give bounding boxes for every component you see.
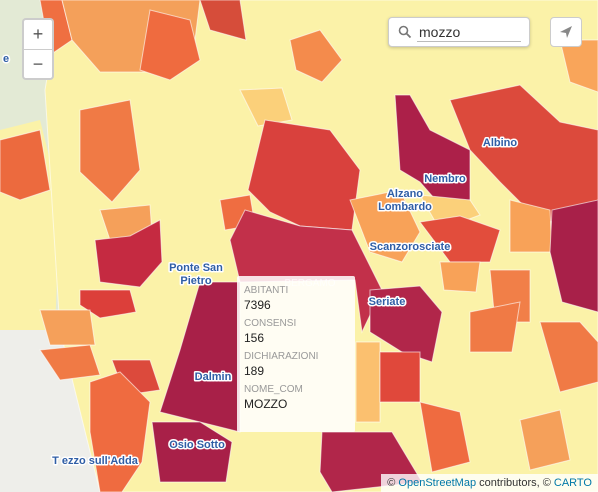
municipality xyxy=(349,189,421,263)
tooltip-value: 189 xyxy=(244,364,265,378)
municipality xyxy=(0,129,51,201)
tooltip-value: 7396 xyxy=(244,298,271,312)
search-icon xyxy=(398,25,412,39)
search-box[interactable]: mozzo xyxy=(388,17,530,47)
locate-button[interactable] xyxy=(550,17,582,47)
municipality xyxy=(89,371,151,492)
municipality xyxy=(39,309,96,346)
municipality xyxy=(94,219,163,288)
place-label-line: e xyxy=(3,53,9,65)
place-label-line: Seriate xyxy=(369,296,406,308)
place-label-line: Dalmin xyxy=(195,371,232,383)
place-label: Albino xyxy=(483,137,517,149)
place-label-line: Alzano xyxy=(387,188,423,200)
place-label-line: Pietro xyxy=(180,275,211,287)
municipality xyxy=(229,209,383,334)
municipality xyxy=(139,9,201,81)
municipality xyxy=(369,285,443,363)
municipality xyxy=(539,321,598,393)
municipality xyxy=(449,84,598,223)
place-label-line: Scanzorosciate xyxy=(370,241,451,253)
municipality xyxy=(419,215,501,263)
municipality xyxy=(239,87,293,127)
tooltip-field: NOME_COM xyxy=(244,384,303,395)
place-label: Nembro xyxy=(424,173,466,185)
zoom-control: + − xyxy=(22,18,54,80)
municipality xyxy=(355,341,381,423)
municipality xyxy=(151,421,233,483)
municipality xyxy=(79,289,137,319)
municipality xyxy=(79,99,141,203)
zoom-in[interactable]: + xyxy=(24,20,52,50)
zoom-out[interactable]: − xyxy=(32,54,44,74)
tooltip: ABITANTI 7396 CONSENSI 156 DICHIARAZIONI 189 N… xyxy=(237,276,355,432)
place-label: Scanzorosciate xyxy=(370,241,451,253)
municipality xyxy=(439,261,481,293)
place-label-line: T ezzo sull'Adda xyxy=(52,455,139,467)
municipality xyxy=(469,301,521,353)
place-label-line: Albino xyxy=(483,137,517,149)
place-label: Alzano Lombardo xyxy=(378,188,432,213)
place-label-line: Osio Sotto xyxy=(169,439,225,451)
place-label-line: Nembro xyxy=(424,173,466,185)
municipality xyxy=(289,29,343,83)
attribution: © OpenStreetMap contributors, © CARTO xyxy=(381,474,598,492)
municipality xyxy=(39,344,101,381)
tooltip-field: ABITANTI xyxy=(244,285,289,296)
carto-link[interactable]: CARTO xyxy=(553,477,592,489)
tooltip-field: CONSENSI xyxy=(244,318,297,329)
municipality xyxy=(549,199,598,313)
attr-text: © xyxy=(387,477,399,489)
municipality xyxy=(519,409,571,471)
place-label: Seriate xyxy=(369,296,406,308)
search-text: mozzo xyxy=(419,24,461,40)
municipality xyxy=(419,401,471,473)
place-label: T ezzo sull'Adda xyxy=(52,455,139,467)
locate-icon xyxy=(560,26,572,38)
tooltip-value: MOZZO xyxy=(244,397,288,411)
place-label-line: Lombardo xyxy=(378,201,432,213)
place-label: Osio Sotto xyxy=(169,439,225,451)
attr-text: contributors, © xyxy=(476,477,554,489)
tooltip-value: 156 xyxy=(244,331,265,345)
place-label: Ponte San Pietro xyxy=(169,262,223,287)
place-label-line: Ponte San xyxy=(169,262,223,274)
municipality xyxy=(199,0,247,41)
municipality xyxy=(559,39,598,93)
place-label: e xyxy=(3,53,9,65)
municipality xyxy=(379,351,421,403)
place-label: Dalmin xyxy=(195,371,232,383)
tooltip-field: DICHIARAZIONI xyxy=(244,351,319,362)
osm-link[interactable]: OpenStreetMap xyxy=(398,477,477,489)
